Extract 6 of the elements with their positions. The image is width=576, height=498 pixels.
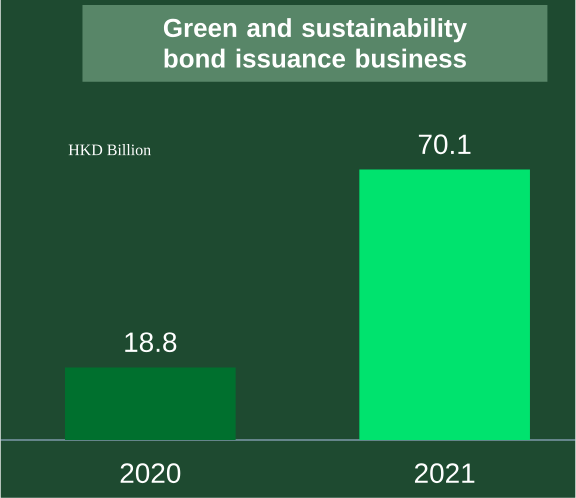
x-tick-label: 2021 — [414, 463, 474, 484]
text: HKD Billion — [68, 144, 151, 156]
x-tick-label: 2020 — [120, 463, 180, 484]
data-label: 70.1 — [418, 134, 470, 154]
data-label: 18.8 — [125, 332, 176, 352]
chart-title: Green and sustainability bond issuance business — [164, 18, 467, 68]
